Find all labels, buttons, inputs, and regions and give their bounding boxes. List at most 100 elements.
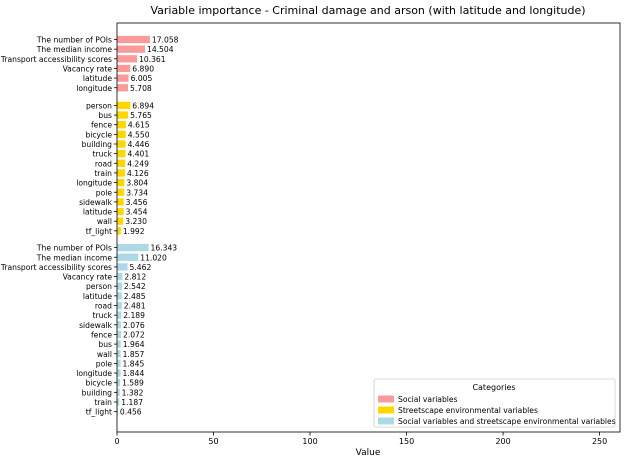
value-label: 1.857 xyxy=(123,350,145,359)
legend-swatch xyxy=(378,417,394,425)
y-tick-label: wall xyxy=(97,217,112,226)
bar xyxy=(117,140,126,148)
legend: Categories Social variables Streetscape e… xyxy=(373,378,616,428)
plot-frame xyxy=(116,22,621,433)
value-label: 1.589 xyxy=(122,379,144,388)
y-tick-label: truck xyxy=(93,311,113,320)
y-tick-label: Vacancy rate xyxy=(63,273,113,282)
y-tick-label: longitude xyxy=(76,84,112,93)
y-tick-label: The median income xyxy=(36,253,113,262)
bar xyxy=(117,330,121,339)
legend-entry-label: Social variables xyxy=(398,395,458,404)
y-tick-label: train xyxy=(94,169,112,178)
bar xyxy=(117,311,122,319)
value-label: 4.446 xyxy=(128,140,150,149)
legend-title: Categories xyxy=(472,383,515,392)
bar xyxy=(117,178,125,187)
bar xyxy=(117,263,128,271)
value-label: 4.550 xyxy=(128,130,150,139)
bar xyxy=(117,159,126,167)
y-tick-label: pole xyxy=(96,359,113,368)
value-label: 14.504 xyxy=(147,45,174,54)
y-tick-label: sidewalk xyxy=(79,198,113,207)
value-label: 3.734 xyxy=(126,188,148,197)
bar xyxy=(117,340,121,348)
value-label: 3.454 xyxy=(126,208,148,217)
x-tick-label: 0 xyxy=(114,437,119,446)
x-axis-label: Value xyxy=(356,448,381,458)
y-tick-label: road xyxy=(95,159,112,168)
legend-swatch xyxy=(378,406,394,414)
value-label: 11.020 xyxy=(140,253,167,262)
value-label: 6.894 xyxy=(132,101,154,110)
value-labels: 17.05814.50410.3616.8906.0055.7086.8945.… xyxy=(120,36,179,417)
y-tick-label: bus xyxy=(98,340,112,349)
x-tick-label: 200 xyxy=(495,437,510,446)
legend-entries: Social variables Streetscape environmenta… xyxy=(378,395,616,426)
value-label: 2.481 xyxy=(124,302,146,311)
y-tick-label: building xyxy=(82,388,113,397)
bar xyxy=(117,321,122,329)
value-label: 16.343 xyxy=(151,244,178,253)
value-label: 5.708 xyxy=(130,84,152,93)
bar xyxy=(117,227,121,235)
bar xyxy=(117,282,122,290)
x-axis-ticks: 0 50 100 150 200 250 xyxy=(114,432,607,446)
chart-title: Variable importance - Criminal damage an… xyxy=(150,4,585,17)
legend-entry-label: Social variables and streetscape environ… xyxy=(398,417,616,426)
y-tick-label: sidewalk xyxy=(79,321,113,330)
value-label: 2.072 xyxy=(123,330,145,339)
y-tick-label: tf_light xyxy=(86,408,112,417)
bar xyxy=(117,398,120,406)
y-tick-label: latitude xyxy=(83,74,112,83)
y-tick-label: building xyxy=(82,140,113,149)
bar xyxy=(117,111,129,119)
legend-frame xyxy=(373,378,616,428)
x-tick-label: 250 xyxy=(592,437,607,446)
y-tick-label: road xyxy=(95,302,112,311)
y-tick-label: bus xyxy=(98,111,112,120)
y-tick-label: pole xyxy=(96,188,113,197)
bar xyxy=(117,188,125,196)
value-label: 5.462 xyxy=(130,263,152,272)
value-label: 2.076 xyxy=(123,321,145,330)
value-label: 4.249 xyxy=(127,159,149,168)
y-tick-label: wall xyxy=(97,350,112,359)
x-tick-label: 50 xyxy=(208,437,218,446)
value-label: 3.456 xyxy=(126,198,148,207)
bar xyxy=(117,169,125,177)
bar xyxy=(117,35,150,44)
bar xyxy=(117,84,129,92)
bar xyxy=(117,207,124,216)
value-label: 3.804 xyxy=(126,179,148,188)
y-tick-label: The number of POIs xyxy=(36,36,112,45)
y-tick-label: bicycle xyxy=(85,130,112,139)
y-tick-label: fence xyxy=(91,330,112,339)
bar xyxy=(117,359,121,368)
bar xyxy=(117,101,131,110)
value-label: 1.845 xyxy=(123,359,145,368)
bar xyxy=(117,121,126,129)
value-label: 10.361 xyxy=(139,55,166,64)
bar xyxy=(117,243,149,252)
bar xyxy=(117,45,145,53)
y-tick-label: latitude xyxy=(83,208,112,217)
value-label: 4.401 xyxy=(127,150,149,159)
y-tick-label: train xyxy=(94,398,112,407)
bar xyxy=(117,198,124,206)
value-label: 6.890 xyxy=(132,64,154,73)
y-tick-label: tf_light xyxy=(86,227,112,236)
y-tick-label: bicycle xyxy=(85,379,112,388)
y-tick-label: longitude xyxy=(76,179,112,188)
value-label: 3.230 xyxy=(125,217,147,226)
bar xyxy=(117,369,121,377)
value-label: 1.844 xyxy=(123,369,145,378)
x-tick-label: 100 xyxy=(302,437,317,446)
bar xyxy=(117,217,124,225)
x-tick-label: 150 xyxy=(399,437,414,446)
bar xyxy=(117,350,121,358)
y-tick-label: The number of POIs xyxy=(36,244,112,253)
bar xyxy=(117,408,118,416)
